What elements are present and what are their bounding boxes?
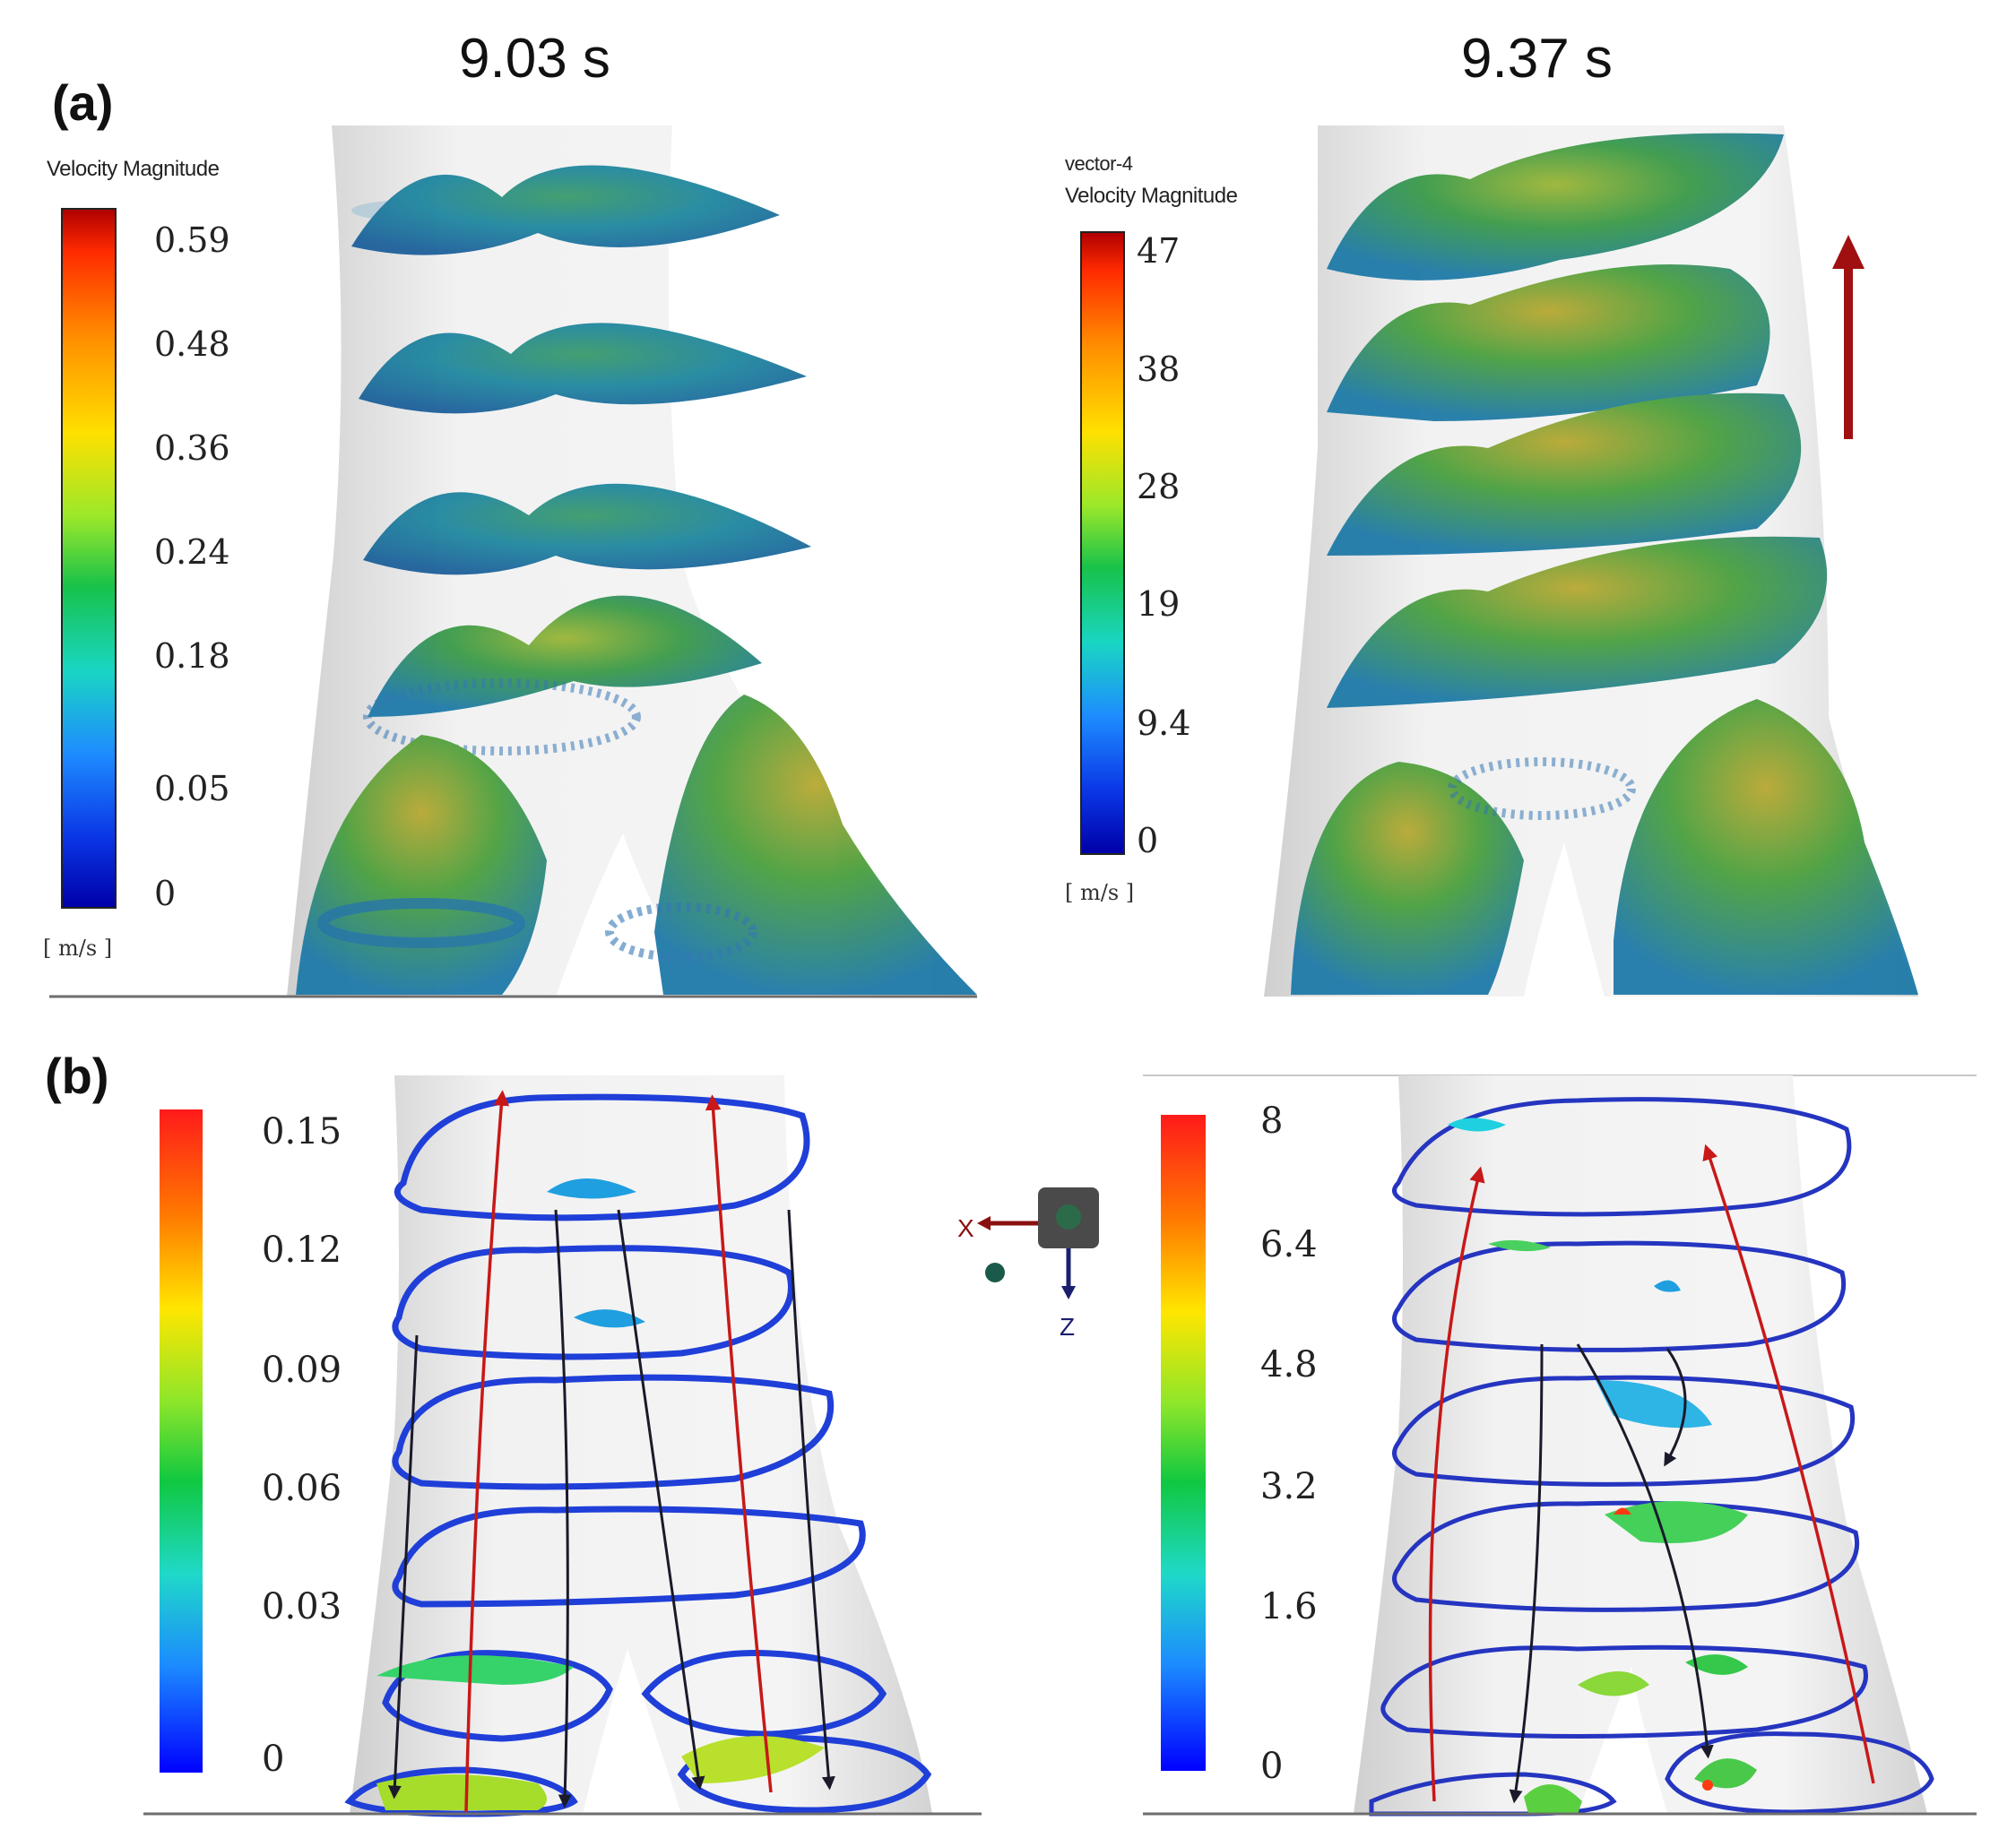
legend-b-right-tick-0: 8 — [1260, 1100, 1284, 1142]
streak-domes-a-left — [296, 165, 977, 995]
legend-a-left-tick-5: 0.05 — [154, 769, 230, 808]
time-label-right: 9.37 s — [1461, 28, 1613, 90]
legend-b-right-tick-4: 1.6 — [1260, 1586, 1318, 1627]
panel-label-b: (b) — [45, 1048, 109, 1104]
legend-a-right-title-line2: Velocity Magnitude — [1065, 184, 1238, 208]
panel-label-a: (a) — [52, 74, 114, 131]
legend-b-left-tick-2: 0.09 — [262, 1350, 342, 1391]
legend-a-left-tick-0: 0.59 — [154, 220, 230, 260]
legend-b-right-tick-1: 6.4 — [1260, 1224, 1318, 1265]
streak-domes-a-right — [1291, 133, 1918, 995]
vortex-hotspots-b-left — [376, 1178, 825, 1810]
legend-b-left-tick-5: 0 — [262, 1739, 285, 1780]
legend-a-right-tick-5: 0 — [1137, 821, 1159, 860]
flow-arrows-b-right — [1428, 1144, 1875, 1804]
flow-arrows-b-left — [387, 1090, 835, 1813]
axis-triad-icon — [977, 1187, 1099, 1299]
triad-x-label: X — [957, 1214, 974, 1242]
legend-b-right-tick-5: 0 — [1260, 1746, 1284, 1787]
colorbar-a-right — [1080, 231, 1125, 855]
legend-a-right-title-line1: vector-4 — [1065, 152, 1133, 175]
legend-a-left-title: Velocity Magnitude — [47, 157, 220, 181]
legend-b-right-tick-2: 4.8 — [1260, 1344, 1318, 1385]
legend-a-right-tick-4: 9.4 — [1137, 703, 1191, 743]
legend-a-left-tick-2: 0.36 — [154, 428, 230, 468]
colorbar-a-left — [61, 208, 117, 909]
legend-a-left-tick-3: 0.24 — [154, 532, 230, 572]
upward-flow-arrow-icon — [1832, 235, 1865, 439]
legend-a-right-tick-3: 19 — [1137, 584, 1181, 624]
colorbar-b-left — [160, 1109, 203, 1773]
legend-b-left-tick-0: 0.15 — [262, 1111, 342, 1152]
legend-a-left-unit: [ m/s ] — [43, 936, 113, 961]
legend-a-right-unit: [ m/s ] — [1065, 880, 1135, 905]
legend-a-right-tick-2: 28 — [1137, 467, 1181, 506]
legend-b-left-tick-3: 0.06 — [262, 1468, 342, 1509]
vortex-hotspots-b-right — [1448, 1118, 1757, 1814]
colorbar-b-right — [1161, 1115, 1206, 1771]
legend-a-left-tick-4: 0.18 — [154, 636, 230, 676]
legend-a-left-tick-6: 0 — [154, 874, 177, 913]
legend-b-left-tick-1: 0.12 — [262, 1230, 342, 1271]
pipe-b-right — [1354, 1075, 1927, 1814]
legend-b-left-tick-4: 0.03 — [262, 1586, 342, 1627]
legend-b-right-tick-3: 3.2 — [1260, 1466, 1318, 1507]
pipe-b-left — [350, 1075, 932, 1814]
legend-a-right-tick-0: 47 — [1137, 231, 1181, 271]
legend-a-right-tick-1: 38 — [1137, 350, 1181, 389]
legend-a-left-tick-1: 0.48 — [154, 324, 230, 364]
triad-z-label: Z — [1060, 1313, 1075, 1341]
time-label-left: 9.03 s — [459, 28, 610, 90]
